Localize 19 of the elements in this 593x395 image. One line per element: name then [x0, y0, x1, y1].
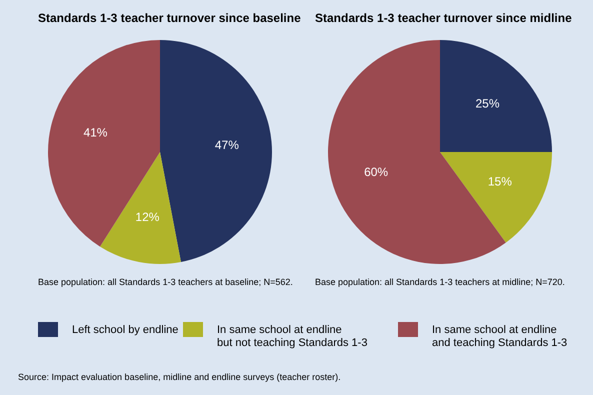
- pie-slice: [440, 40, 552, 152]
- text: Base population: all Standards 1-3 teachers at midline; N=720.: [315, 277, 565, 287]
- pie-slice: [48, 40, 160, 247]
- data-label: 60%: [364, 164, 388, 179]
- chart-title: Standards 1-3 teacher turnover since baseline: [38, 11, 302, 25]
- source-note: Source: Impact evaluation baseline, midline and endline surveys (teacher roster).: [18, 372, 341, 382]
- data-label: 25%: [476, 96, 500, 111]
- data-label: 12%: [135, 210, 160, 224]
- text: Base population: all Standards 1-3 teachers at baseline; N=562.: [38, 277, 293, 287]
- data-label: 15%: [488, 174, 512, 189]
- chart-title: Standards 1-3 teacher turnover since midline: [315, 11, 572, 25]
- legend-label: In same school at endline and teaching Standards 1-3: [432, 324, 568, 349]
- data-label: 41%: [83, 125, 108, 140]
- data-label: 47%: [214, 138, 240, 152]
- legend-label: Left school by endline: [72, 324, 178, 336]
- pie-slice: [440, 152, 552, 243]
- legend-label: In same school at endline but not teaching Standards 1-3: [217, 324, 368, 349]
- pie-slice: [100, 152, 181, 264]
- pie-slice: [160, 40, 272, 262]
